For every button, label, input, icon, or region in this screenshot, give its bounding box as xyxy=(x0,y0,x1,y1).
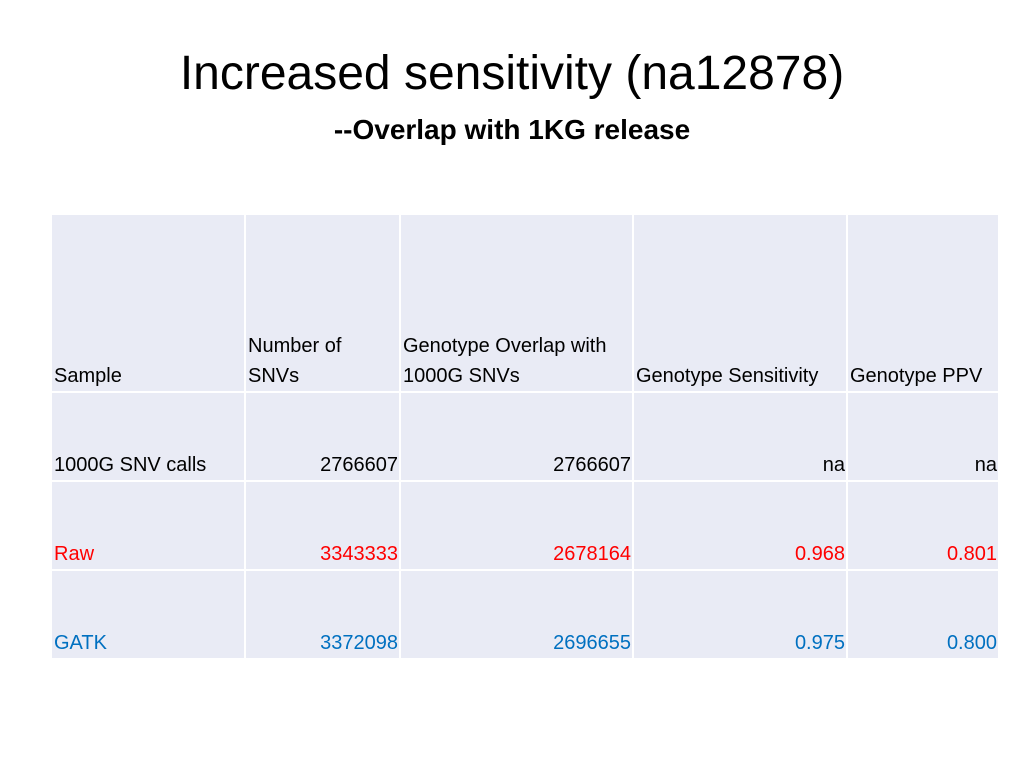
cell-number-of-snvs: 3343333 xyxy=(244,480,401,571)
cell-sample: GATK xyxy=(50,569,246,660)
cell-number-of-snvs: 3372098 xyxy=(244,569,401,660)
cell-sample: 1000G SNV calls xyxy=(50,391,246,482)
header-sample: Sample xyxy=(50,213,246,393)
header-genotype-sensitivity: Genotype Sensitivity xyxy=(632,213,848,393)
cell-genotype-overlap: 2696655 xyxy=(399,569,634,660)
header-genotype-overlap: Genotype Overlap with 1000G SNVs xyxy=(399,213,634,393)
cell-genotype-ppv: na xyxy=(846,391,1000,482)
slide-subtitle: --Overlap with 1KG release xyxy=(333,114,691,145)
cell-genotype-sensitivity: 0.975 xyxy=(632,569,848,660)
cell-genotype-ppv: 0.800 xyxy=(846,569,1000,660)
cell-genotype-overlap: 2678164 xyxy=(399,480,634,571)
cell-sample: Raw xyxy=(50,480,246,571)
cell-genotype-sensitivity: na xyxy=(632,391,848,482)
cell-genotype-overlap: 2766607 xyxy=(399,391,634,482)
slide-title: Increased sensitivity (na12878) xyxy=(179,47,845,100)
cell-genotype-sensitivity: 0.968 xyxy=(632,480,848,571)
header-genotype-ppv: Genotype PPV xyxy=(846,213,1000,393)
table-row: GATK 3372098 2696655 0.975 0.800 xyxy=(50,569,1000,660)
table-row: 1000G SNV calls 2766607 2766607 na na xyxy=(50,391,1000,482)
cell-genotype-ppv: 0.801 xyxy=(846,480,1000,571)
table-row: Raw 3343333 2678164 0.968 0.801 xyxy=(50,480,1000,571)
cell-number-of-snvs: 2766607 xyxy=(244,391,401,482)
results-table: Sample Number of SNVs Genotype Overlap w… xyxy=(50,213,1000,660)
header-number-of-snvs: Number of SNVs xyxy=(244,213,401,393)
table-header-row: Sample Number of SNVs Genotype Overlap w… xyxy=(50,213,1000,393)
